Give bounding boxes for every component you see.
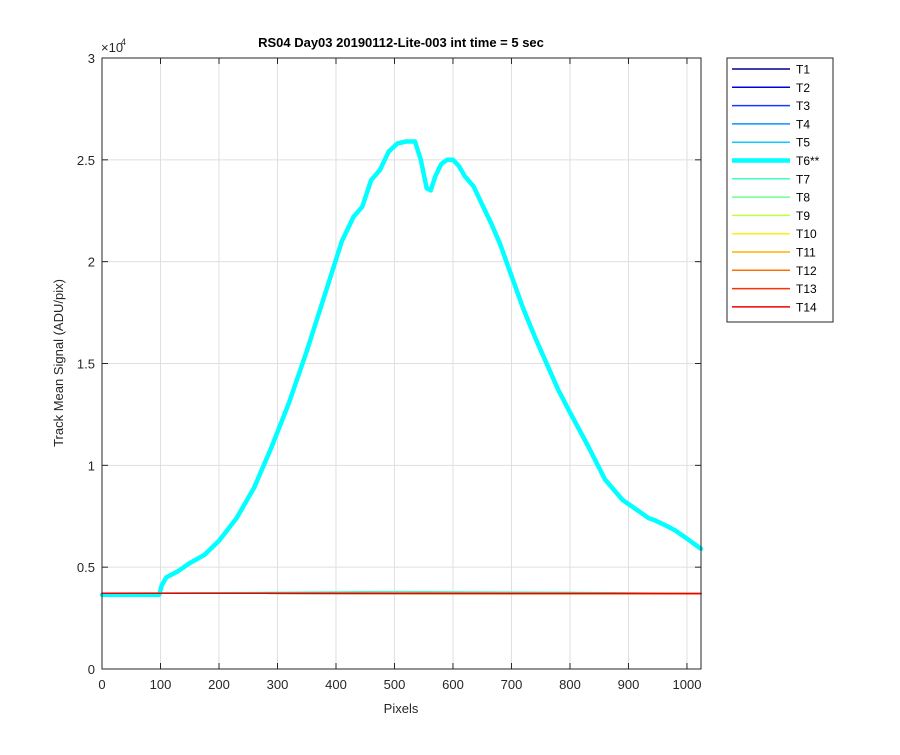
x-tick-label: 0	[98, 677, 105, 692]
y-axis-label: Track Mean Signal (ADU/pix)	[51, 279, 66, 447]
legend-label: T9	[796, 209, 810, 223]
y-tick-label: 1.5	[77, 357, 95, 372]
legend-label: T4	[796, 117, 810, 131]
legend-label: T1	[796, 63, 810, 77]
x-tick-label: 600	[442, 677, 464, 692]
x-axis-label: Pixels	[384, 701, 419, 716]
x-tick-label: 900	[618, 677, 640, 692]
y-exponent-label: ×10	[101, 40, 123, 55]
legend-label: T14	[796, 300, 817, 314]
legend-label: T2	[796, 81, 810, 95]
x-tick-label: 700	[501, 677, 523, 692]
y-tick-label: 0	[88, 662, 95, 677]
legend-label: T5	[796, 136, 810, 150]
x-tick-label: 200	[208, 677, 230, 692]
legend-label: T13	[796, 282, 817, 296]
y-tick-label: 2	[88, 255, 95, 270]
y-tick-label: 1	[88, 458, 95, 473]
x-tick-label: 500	[384, 677, 406, 692]
legend-box	[727, 58, 833, 322]
legend-label: T6**	[796, 154, 820, 168]
chart-title: RS04 Day03 20190112-Lite-003 int time = …	[258, 35, 544, 50]
x-tick-label: 300	[267, 677, 289, 692]
legend[interactable]: T1 T2 T3 T4 T5 T6** T7 T8 T9 T10 T11 T12 T13 T14	[727, 58, 833, 322]
y-exponent-power: 4	[121, 37, 126, 47]
x-tick-label: 400	[325, 677, 347, 692]
y-tick-label: 0.5	[77, 560, 95, 575]
legend-label: T3	[796, 99, 810, 113]
legend-label: T8	[796, 191, 810, 205]
x-tick-label: 1000	[673, 677, 702, 692]
y-tick-label: 2.5	[77, 153, 95, 168]
legend-label: T7	[796, 172, 810, 186]
legend-label: T11	[796, 246, 816, 260]
legend-label: T12	[796, 264, 817, 278]
x-tick-label: 800	[559, 677, 581, 692]
x-tick-label: 100	[150, 677, 172, 692]
y-tick-label: 3	[88, 51, 95, 66]
legend-label: T10	[796, 227, 817, 241]
